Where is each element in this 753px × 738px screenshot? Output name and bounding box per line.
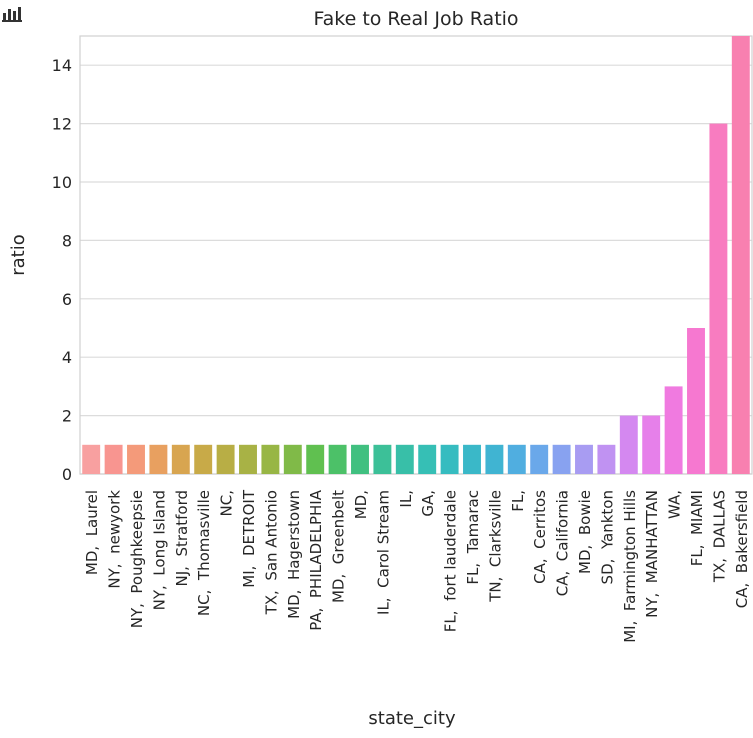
bar bbox=[351, 444, 369, 474]
x-tick-label: MI, Farmington Hills bbox=[621, 490, 639, 643]
x-tick-label: NJ, Stratford bbox=[173, 490, 191, 586]
bar bbox=[619, 415, 638, 474]
y-tick-label: 6 bbox=[62, 290, 72, 309]
x-tick-label: NY, Poughkeepsie bbox=[128, 490, 146, 628]
bar bbox=[395, 444, 414, 474]
bar bbox=[642, 415, 661, 474]
x-tick-label: GA, bbox=[419, 490, 437, 517]
x-tick-label: MD, Greenbelt bbox=[330, 490, 348, 603]
x-tick-label: FL, Tamarac bbox=[464, 490, 482, 585]
x-tick-label: PA, PHILADELPHIA bbox=[307, 489, 325, 630]
bar bbox=[597, 444, 616, 474]
bar bbox=[418, 444, 437, 474]
bar bbox=[104, 444, 123, 474]
x-tick-label: FL, MIAMI bbox=[688, 490, 706, 566]
x-tick-label: NY, Long Island bbox=[150, 490, 168, 610]
bar bbox=[485, 444, 504, 474]
x-tick-label: IL, bbox=[397, 490, 415, 508]
bar bbox=[440, 444, 459, 474]
x-axis-label: state_city bbox=[368, 708, 456, 729]
bar bbox=[731, 36, 750, 474]
chart-title: Fake to Real Job Ratio bbox=[313, 8, 518, 30]
bar bbox=[373, 444, 392, 474]
x-tick-labels: MD, Laurel NY, newyork NY, Poughkeepsie NY,… bbox=[83, 489, 751, 643]
bars bbox=[82, 36, 750, 474]
bar bbox=[306, 444, 325, 474]
bar bbox=[261, 444, 280, 474]
y-tick-label: 8 bbox=[62, 231, 72, 250]
y-tick-label: 10 bbox=[52, 173, 72, 192]
y-tick-labels: 0 2 4 6 8 10 12 14 bbox=[52, 56, 72, 484]
y-tick-label: 2 bbox=[62, 407, 72, 426]
x-tick-label: IL, Carol Stream bbox=[374, 490, 392, 615]
bar-chart-icon[interactable] bbox=[2, 6, 22, 22]
x-tick-label: MD, Laurel bbox=[83, 490, 101, 575]
bar bbox=[171, 444, 190, 474]
bar bbox=[687, 328, 705, 474]
x-tick-label: TN, Clarksville bbox=[486, 490, 504, 603]
x-tick-label: CA, California bbox=[554, 490, 572, 596]
bar bbox=[530, 444, 549, 474]
bar bbox=[82, 444, 101, 474]
plot-area bbox=[79, 35, 753, 475]
x-tick-label: SD, Yankton bbox=[598, 490, 616, 584]
x-tick-label: MD, bbox=[352, 490, 370, 519]
x-tick-label: WA, bbox=[666, 490, 684, 519]
bar bbox=[194, 444, 213, 474]
x-tick-label: CA, Bakersfield bbox=[733, 490, 751, 608]
x-tick-label: NC, bbox=[218, 490, 236, 516]
bar bbox=[216, 444, 235, 474]
y-tick-label: 0 bbox=[62, 465, 72, 484]
bar bbox=[463, 444, 481, 474]
x-tick-label: NY, newyork bbox=[106, 490, 124, 589]
x-tick-label: NY, MANHATTAN bbox=[643, 490, 661, 618]
x-tick-label: TX, DALLAS bbox=[710, 490, 728, 583]
bar bbox=[127, 444, 145, 474]
x-tick-label: FL, bbox=[509, 490, 527, 512]
x-tick-label: TX, San Antonio bbox=[262, 490, 280, 615]
y-axis-label: ratio bbox=[8, 234, 29, 276]
bar bbox=[328, 444, 347, 474]
bar bbox=[552, 444, 571, 474]
x-tick-label: FL, fort lauderdale bbox=[442, 490, 460, 632]
bar bbox=[239, 444, 257, 474]
bar bbox=[664, 386, 683, 474]
bar bbox=[709, 123, 728, 474]
x-tick-label: CA, Cerritos bbox=[531, 490, 549, 584]
y-tick-label: 14 bbox=[52, 56, 72, 75]
y-tick-label: 4 bbox=[62, 348, 72, 367]
x-tick-label: NC, Thomasville bbox=[195, 490, 213, 616]
bar bbox=[149, 444, 168, 474]
bar bbox=[507, 444, 526, 474]
bar bbox=[283, 444, 302, 474]
y-tick-label: 12 bbox=[52, 115, 72, 134]
gridlines bbox=[80, 64, 752, 475]
x-tick-label: MD, Bowie bbox=[576, 490, 594, 574]
x-tick-label: MI, DETROIT bbox=[240, 489, 258, 588]
bar bbox=[575, 444, 593, 474]
x-tick-label: MD, Hagerstown bbox=[285, 490, 303, 619]
